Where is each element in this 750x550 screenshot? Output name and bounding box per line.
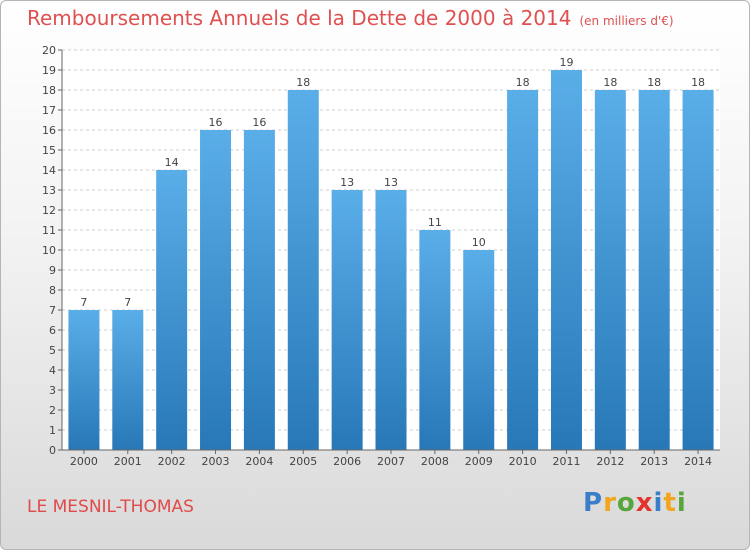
title-unit: (en milliers d'€) <box>579 14 674 28</box>
x-tick-label: 2014 <box>684 455 712 468</box>
title-text: Remboursements Annuels de la Dette de 20… <box>27 6 572 30</box>
logo-letter: i <box>653 488 664 518</box>
y-tick-label: 19 <box>42 64 56 77</box>
y-tick-label: 8 <box>49 284 56 297</box>
data-label: 18 <box>691 76 705 89</box>
y-tick-label: 17 <box>42 104 56 117</box>
data-label: 13 <box>384 176 398 189</box>
x-tick-label: 2006 <box>333 455 361 468</box>
bar <box>331 190 363 450</box>
x-tick-label: 2008 <box>421 455 449 468</box>
y-tick-label: 12 <box>42 204 56 217</box>
data-label: 16 <box>252 116 266 129</box>
x-tick-label: 2005 <box>289 455 317 468</box>
y-tick-label: 15 <box>42 144 56 157</box>
bar <box>200 130 232 450</box>
logo-letter: i <box>676 488 687 518</box>
x-tick-label: 2000 <box>70 455 98 468</box>
data-label: 18 <box>516 76 530 89</box>
x-tick-label: 2004 <box>245 455 273 468</box>
bar <box>638 90 670 450</box>
data-label: 18 <box>647 76 661 89</box>
y-tick-label: 1 <box>49 424 56 437</box>
y-tick-label: 13 <box>42 184 56 197</box>
data-label: 18 <box>296 76 310 89</box>
bar <box>419 230 451 450</box>
data-label: 7 <box>80 296 87 309</box>
x-tick-label: 2001 <box>114 455 142 468</box>
bar <box>287 90 319 450</box>
y-tick-label: 7 <box>49 304 56 317</box>
y-tick-label: 2 <box>49 404 56 417</box>
data-label: 11 <box>428 216 442 229</box>
proxiti-logo: Proxiti <box>583 488 687 518</box>
logo-letter: r <box>603 488 617 518</box>
bar <box>156 170 188 450</box>
x-tick-label: 2010 <box>509 455 537 468</box>
data-label: 13 <box>340 176 354 189</box>
data-label: 18 <box>603 76 617 89</box>
logo-letter: x <box>635 488 654 518</box>
bar <box>550 70 582 450</box>
bar <box>463 250 495 450</box>
y-tick-label: 18 <box>42 84 56 97</box>
x-tick-label: 2011 <box>552 455 580 468</box>
y-tick-label: 5 <box>49 344 56 357</box>
data-label: 16 <box>209 116 223 129</box>
logo-letter: o <box>616 488 636 518</box>
y-tick-label: 3 <box>49 384 56 397</box>
y-tick-label: 0 <box>49 444 56 457</box>
data-label: 19 <box>559 56 573 69</box>
x-tick-label: 2012 <box>596 455 624 468</box>
logo-letter: t <box>663 488 677 518</box>
logo-letter: P <box>583 488 604 518</box>
data-label: 7 <box>124 296 131 309</box>
data-label: 10 <box>472 236 486 249</box>
bar <box>243 130 275 450</box>
bar <box>682 90 714 450</box>
y-tick-label: 20 <box>42 44 56 57</box>
x-tick-label: 2002 <box>158 455 186 468</box>
y-tick-label: 16 <box>42 124 56 137</box>
bar <box>68 310 100 450</box>
data-label: 14 <box>165 156 179 169</box>
x-tick-label: 2003 <box>202 455 230 468</box>
commune-name: LE MESNIL-THOMAS <box>27 497 194 517</box>
x-tick-label: 2009 <box>465 455 493 468</box>
y-tick-label: 4 <box>49 364 56 377</box>
bar <box>594 90 626 450</box>
y-tick-label: 10 <box>42 244 56 257</box>
y-tick-label: 9 <box>49 264 56 277</box>
y-tick-label: 11 <box>42 224 56 237</box>
y-tick-label: 14 <box>42 164 56 177</box>
data-labels: 7 7 14 16 16 18 13 13 11 10 18 19 18 18 18 <box>80 56 705 309</box>
bar <box>375 190 407 450</box>
y-tick-label: 6 <box>49 324 56 337</box>
bar <box>507 90 539 450</box>
chart-title: Remboursements Annuels de la Dette de 20… <box>27 6 674 30</box>
bar <box>112 310 144 450</box>
x-tick-label: 2007 <box>377 455 405 468</box>
x-tick-label: 2013 <box>640 455 668 468</box>
bars <box>68 70 714 450</box>
